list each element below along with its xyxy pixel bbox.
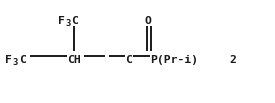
Text: CH: CH xyxy=(67,55,81,65)
Text: O: O xyxy=(144,16,151,26)
Text: 3: 3 xyxy=(13,58,18,67)
Text: C: C xyxy=(125,55,132,65)
Text: 2: 2 xyxy=(230,55,236,65)
Text: 3: 3 xyxy=(65,19,71,28)
Text: C: C xyxy=(19,55,26,65)
Text: C: C xyxy=(71,16,78,26)
Text: F: F xyxy=(6,55,12,65)
Text: F: F xyxy=(58,16,65,26)
Text: P(Pr-i): P(Pr-i) xyxy=(150,55,198,65)
